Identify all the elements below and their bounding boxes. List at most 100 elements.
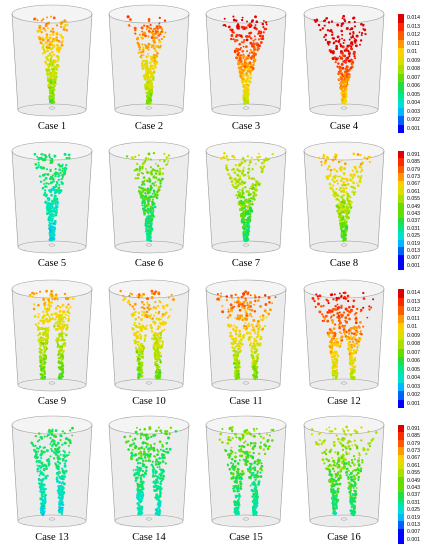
particle bbox=[48, 211, 51, 214]
particle bbox=[338, 326, 342, 330]
particle bbox=[150, 222, 153, 225]
colorbar-swatch bbox=[398, 151, 404, 159]
particle bbox=[167, 160, 170, 163]
particle bbox=[231, 335, 234, 338]
particle bbox=[158, 376, 161, 380]
particle bbox=[41, 365, 44, 368]
particle bbox=[131, 305, 134, 308]
particle bbox=[69, 429, 72, 432]
particle bbox=[139, 55, 142, 58]
particle bbox=[342, 232, 345, 235]
particle bbox=[333, 176, 337, 180]
particle bbox=[55, 66, 58, 69]
nozzle-outline bbox=[340, 381, 348, 385]
particle bbox=[241, 316, 244, 319]
particle bbox=[326, 40, 330, 44]
particle bbox=[137, 510, 141, 514]
particle bbox=[337, 199, 340, 202]
particle bbox=[54, 192, 57, 195]
particle bbox=[62, 356, 65, 359]
particle bbox=[71, 426, 74, 430]
particle bbox=[39, 509, 43, 512]
particle bbox=[256, 356, 259, 360]
particle bbox=[54, 318, 57, 321]
particle-plume bbox=[311, 291, 375, 381]
particle bbox=[152, 182, 155, 185]
particle bbox=[150, 307, 153, 311]
colorbar-swatch bbox=[398, 357, 404, 366]
colorbar-swatch bbox=[398, 173, 404, 181]
particle bbox=[251, 359, 255, 363]
particle bbox=[354, 57, 357, 60]
particle bbox=[251, 363, 254, 366]
particle bbox=[41, 52, 45, 55]
particle bbox=[59, 453, 62, 456]
particle bbox=[140, 318, 143, 321]
particle bbox=[154, 336, 157, 340]
particle bbox=[38, 445, 42, 449]
particle bbox=[66, 310, 70, 314]
particle bbox=[60, 43, 64, 47]
particle bbox=[338, 212, 341, 216]
particle bbox=[338, 188, 341, 191]
particle bbox=[133, 332, 136, 336]
particle bbox=[245, 45, 248, 49]
particle bbox=[164, 433, 167, 436]
particle bbox=[327, 21, 331, 24]
particle bbox=[56, 320, 60, 323]
particle bbox=[39, 41, 43, 44]
particle bbox=[63, 323, 67, 327]
particle bbox=[245, 325, 248, 328]
particle bbox=[156, 193, 159, 197]
particle bbox=[144, 197, 147, 200]
particle bbox=[331, 321, 334, 324]
particle bbox=[338, 38, 341, 41]
particle bbox=[127, 448, 130, 451]
particle bbox=[150, 435, 153, 438]
particle bbox=[65, 437, 69, 440]
particle bbox=[347, 332, 351, 335]
particle bbox=[146, 221, 150, 225]
particle bbox=[54, 213, 58, 217]
particle bbox=[227, 25, 231, 29]
particle bbox=[337, 40, 341, 43]
particle bbox=[156, 377, 159, 380]
particle bbox=[62, 172, 65, 175]
particle bbox=[145, 324, 148, 327]
particle bbox=[335, 47, 339, 50]
particle bbox=[133, 302, 137, 306]
particle bbox=[52, 443, 55, 446]
particle bbox=[232, 15, 235, 18]
particle bbox=[58, 461, 62, 465]
particle bbox=[233, 375, 237, 378]
particle bbox=[61, 22, 64, 24]
particle bbox=[242, 221, 246, 224]
nozzle-outline bbox=[145, 381, 153, 385]
particle bbox=[348, 20, 351, 24]
particle bbox=[252, 196, 255, 199]
particle bbox=[48, 224, 51, 227]
particle bbox=[58, 310, 62, 313]
particle bbox=[48, 234, 51, 237]
particle bbox=[52, 222, 55, 225]
particle bbox=[340, 24, 343, 28]
colorbar-tick-label: 0.031 bbox=[407, 225, 420, 232]
particle bbox=[40, 348, 43, 352]
particle bbox=[349, 174, 353, 177]
particle bbox=[151, 192, 154, 195]
particle bbox=[40, 452, 44, 455]
colorbar-tick-label: 0.007 bbox=[407, 255, 420, 262]
particle bbox=[344, 58, 348, 62]
particle bbox=[165, 156, 169, 159]
particle bbox=[66, 297, 70, 301]
particle bbox=[337, 72, 340, 76]
vessel-top-rim bbox=[108, 279, 190, 299]
particle bbox=[157, 462, 161, 466]
particle bbox=[145, 91, 148, 94]
particle bbox=[53, 447, 57, 451]
particle bbox=[241, 190, 244, 192]
particle bbox=[239, 74, 243, 78]
particle bbox=[360, 168, 364, 172]
particle bbox=[142, 54, 145, 57]
particle bbox=[343, 167, 346, 171]
